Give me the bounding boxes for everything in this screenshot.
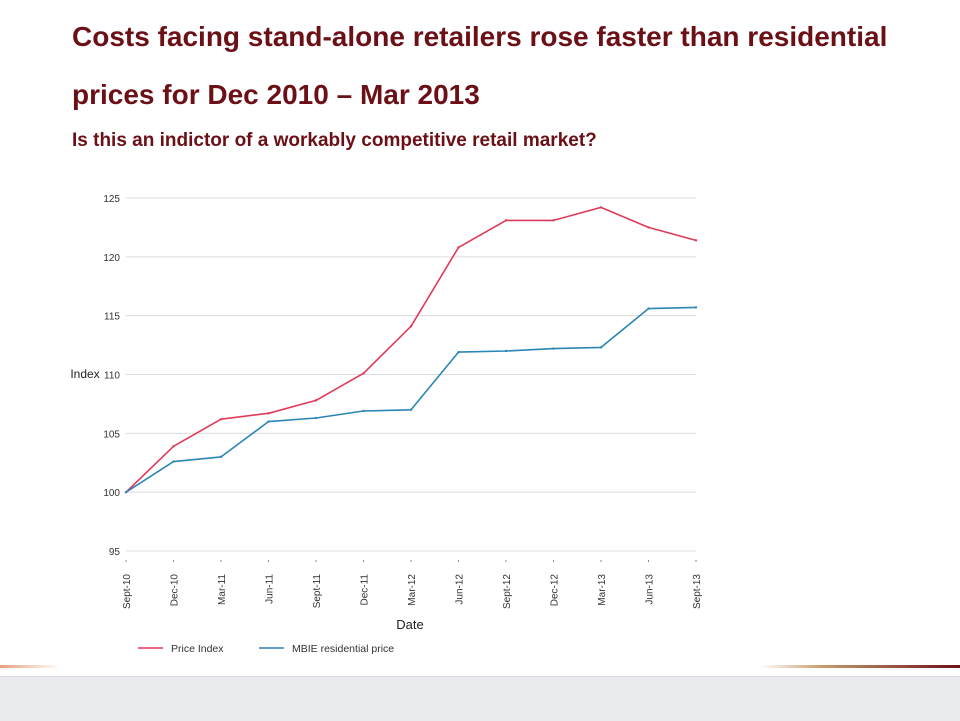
data-point — [409, 325, 413, 328]
x-tick-label: Sept-12 — [502, 574, 513, 609]
data-point — [267, 412, 270, 415]
chart-legend: Price Index MBIE residential price — [138, 643, 394, 655]
y-tick-label: 125 — [103, 194, 120, 205]
y-tick-label: 110 — [104, 371, 120, 382]
data-point — [362, 409, 365, 413]
footer-band — [0, 676, 960, 721]
x-tick-label: Sept-13 — [692, 574, 703, 609]
y-tick-labels: 95 100 105 110 115 120 125 — [103, 194, 120, 558]
chart-series — [124, 206, 698, 494]
series-line-1 — [125, 306, 697, 493]
x-tick-label: Dec-11 — [360, 574, 371, 606]
data-point — [552, 219, 555, 222]
x-tick-label: Mar-12 — [407, 574, 418, 606]
data-point — [599, 346, 603, 349]
data-point — [694, 239, 698, 242]
data-point — [172, 460, 175, 463]
y-tick-label: 120 — [103, 253, 120, 264]
data-point — [267, 420, 270, 423]
x-tick-label: Sept-10 — [122, 574, 133, 609]
x-tick-labels: Sept-10 Dec-10 Mar-11 Jun-11 Sept-11 Dec-11 Ma… — [122, 560, 703, 609]
y-axis-label: Index — [70, 367, 99, 381]
x-axis-label: Date — [396, 617, 423, 632]
y-tick-label: 115 — [104, 312, 120, 323]
data-point — [124, 490, 128, 494]
x-tick-label: Jun-11 — [265, 574, 276, 604]
series-line-0 — [125, 206, 697, 493]
data-point — [219, 418, 223, 421]
data-point — [314, 399, 318, 402]
data-point — [694, 306, 698, 309]
x-tick-label: Jun-13 — [645, 574, 656, 605]
data-point — [504, 349, 508, 353]
x-tick-label: Jun-12 — [455, 574, 466, 605]
line-chart: 95 100 105 110 115 120 125 Sept-10 Dec-10 Mar-11… — [70, 194, 703, 655]
x-tick-label: Mar-11 — [217, 574, 228, 605]
data-point — [457, 350, 460, 354]
data-point — [314, 416, 318, 420]
chart-gridlines — [126, 197, 696, 552]
data-point — [409, 408, 413, 411]
data-point — [552, 347, 555, 350]
slide-subtitle: Is this an indictor of a workably compet… — [72, 130, 597, 151]
x-tick-label: Dec-10 — [170, 574, 181, 607]
data-point — [457, 246, 460, 249]
x-tick-label: Mar-13 — [597, 574, 608, 606]
data-point — [172, 445, 175, 448]
footer-divider — [0, 665, 960, 668]
legend-label-0: Price Index — [171, 643, 224, 655]
y-tick-label: 100 — [103, 488, 120, 499]
data-point — [647, 226, 650, 229]
y-tick-label: 105 — [103, 429, 120, 440]
data-point — [362, 372, 365, 375]
data-point — [647, 307, 650, 310]
x-tick-label: Dec-12 — [550, 574, 561, 607]
data-point — [219, 455, 223, 459]
data-point — [504, 219, 508, 222]
data-point — [599, 206, 603, 209]
slide-title: Costs facing stand-alone retailers rose … — [72, 21, 888, 110]
x-tick-label: Sept-11 — [312, 574, 323, 609]
legend-label-1: MBIE residential price — [292, 643, 394, 655]
y-tick-label: 95 — [109, 547, 121, 558]
